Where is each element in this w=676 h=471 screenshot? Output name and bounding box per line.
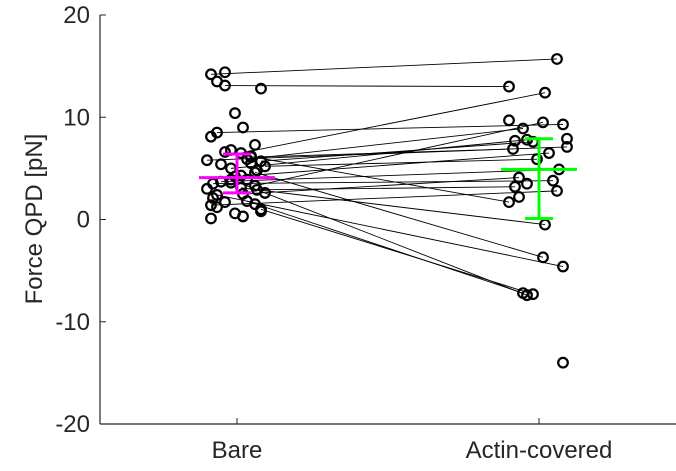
pair-line	[210, 190, 558, 206]
pair-line	[216, 194, 564, 267]
data-point	[237, 210, 249, 223]
data-point	[513, 191, 525, 203]
data-point	[201, 154, 213, 167]
data-point	[237, 121, 249, 134]
data-point	[249, 198, 261, 211]
pair-line	[246, 128, 524, 160]
y-axis-label: Force QPD [pN]	[21, 134, 48, 305]
data-point	[219, 66, 231, 79]
data-point	[255, 205, 267, 218]
data-point	[521, 289, 533, 302]
pair-line	[212, 180, 554, 185]
data-point	[517, 122, 529, 135]
pair-line	[240, 92, 546, 154]
tick-labels: -20 -10 0 10 20 Bare Actin-covered	[55, 2, 612, 464]
data-point	[205, 212, 217, 225]
data-point	[201, 182, 213, 195]
data-point	[245, 157, 257, 170]
data-point	[207, 192, 219, 204]
data-point	[551, 53, 563, 65]
data-point	[229, 107, 241, 120]
data-point	[241, 173, 253, 186]
data-point	[557, 260, 569, 273]
data-point	[513, 171, 525, 184]
data-point	[259, 187, 271, 199]
y-tick-label: 10	[63, 104, 90, 131]
data-point	[561, 132, 573, 145]
pair-line	[254, 121, 544, 187]
plot-axes	[99, 14, 676, 425]
y-tick-label: -20	[55, 411, 90, 438]
summary-error-bars	[199, 137, 577, 220]
x-tick-label: Actin-covered	[466, 437, 613, 464]
data-points	[201, 53, 573, 369]
data-point	[557, 356, 569, 369]
data-point	[211, 201, 223, 214]
y-tick-label: -10	[55, 309, 90, 336]
pair-line	[224, 151, 510, 203]
data-point	[255, 82, 267, 95]
pair-line	[242, 177, 520, 195]
data-point	[557, 118, 569, 131]
data-point	[531, 153, 543, 166]
pair-line	[234, 152, 550, 178]
y-tick-label: 20	[63, 2, 90, 29]
pair-lines	[206, 58, 568, 296]
data-point	[539, 86, 551, 99]
pair-line	[264, 158, 538, 167]
pair-line	[216, 123, 564, 134]
pair-line	[256, 186, 516, 191]
pair-line	[254, 172, 544, 258]
data-point	[219, 196, 231, 209]
pair-line	[260, 208, 534, 295]
data-point	[219, 146, 231, 158]
data-point	[521, 177, 533, 190]
data-point	[245, 150, 257, 163]
data-point	[527, 288, 539, 301]
data-point	[503, 80, 515, 93]
pair-line	[240, 187, 546, 226]
data-point	[205, 68, 217, 81]
data-point	[249, 138, 261, 151]
data-point	[503, 114, 515, 127]
data-point	[561, 141, 573, 153]
data-point	[509, 180, 521, 193]
x-tick-label: Bare	[212, 437, 263, 464]
data-point	[551, 184, 563, 197]
data-point	[215, 158, 227, 171]
data-point	[211, 75, 223, 88]
pair-line	[220, 168, 560, 183]
pair-line	[250, 148, 514, 158]
pair-line	[210, 58, 558, 75]
data-point	[205, 130, 217, 143]
data-point	[509, 134, 521, 147]
data-point	[543, 147, 555, 159]
data-point	[503, 196, 515, 209]
data-point	[537, 251, 549, 264]
pair-line	[246, 200, 524, 294]
pair-line	[260, 141, 534, 162]
y-tick-label: 0	[77, 207, 90, 234]
data-point	[537, 116, 549, 129]
pair-line	[230, 179, 528, 296]
data-point	[547, 174, 559, 187]
data-point	[251, 164, 263, 177]
data-point	[205, 199, 217, 212]
pair-line	[224, 85, 510, 88]
